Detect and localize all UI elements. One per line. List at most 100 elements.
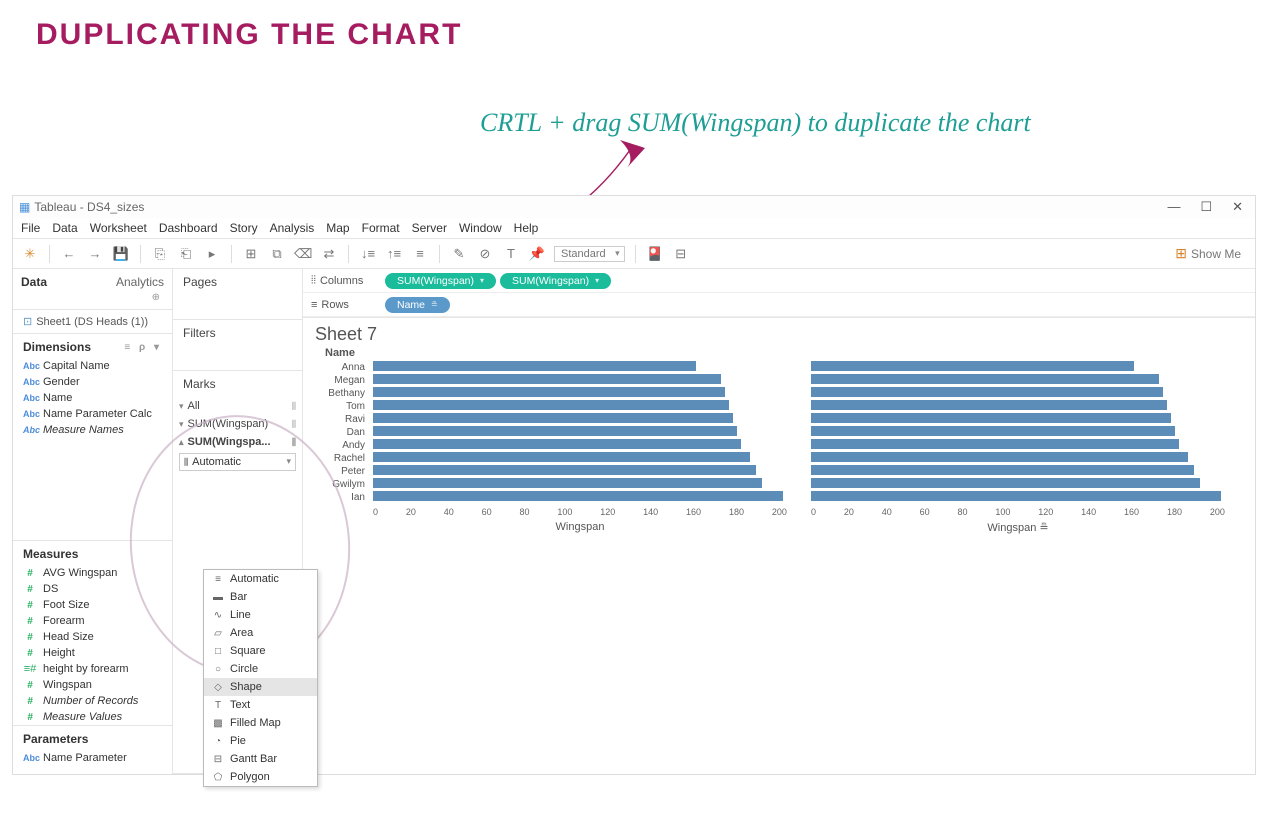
bar[interactable]: [373, 426, 737, 436]
bar[interactable]: [811, 465, 1194, 475]
bar[interactable]: [373, 452, 750, 462]
minimize-button[interactable]: —: [1167, 199, 1180, 215]
field-ds[interactable]: #DS: [13, 581, 172, 597]
marks-all[interactable]: ▾All⫼: [173, 397, 302, 415]
menu-map[interactable]: Map: [326, 221, 349, 235]
bar[interactable]: [811, 426, 1175, 436]
bar[interactable]: [811, 491, 1221, 501]
bar[interactable]: [811, 400, 1167, 410]
marktype-item-gantt-bar[interactable]: ⊟Gantt Bar: [204, 750, 317, 768]
bar[interactable]: [373, 400, 729, 410]
dimensions-tools-icon[interactable]: ≡ ρ ▾: [124, 342, 162, 353]
marktype-item-polygon[interactable]: ⬠Polygon: [204, 768, 317, 786]
marktype-item-bar[interactable]: ▬Bar: [204, 588, 317, 606]
bar[interactable]: [811, 478, 1200, 488]
marktype-item-shape[interactable]: ◇Shape: [204, 678, 317, 696]
marktype-item-circle[interactable]: ○Circle: [204, 660, 317, 678]
menu-server[interactable]: Server: [412, 221, 447, 235]
auto-update-icon[interactable]: ⎗: [177, 246, 195, 262]
maximize-button[interactable]: ☐: [1200, 199, 1212, 215]
marktype-item-square[interactable]: □Square: [204, 642, 317, 660]
field-measure-names[interactable]: AbcMeasure Names: [13, 422, 172, 438]
bar[interactable]: [373, 478, 762, 488]
field-height-by-forearm[interactable]: ≡#height by forearm: [13, 661, 172, 677]
bar[interactable]: [373, 361, 696, 371]
field-measure-values[interactable]: #Measure Values: [13, 709, 172, 725]
new-sheet-icon[interactable]: ⊞: [242, 246, 260, 262]
bar[interactable]: [373, 387, 725, 397]
marktype-item-area[interactable]: ▱Area: [204, 624, 317, 642]
chart-select-icon[interactable]: 🎴: [646, 246, 664, 262]
pin-icon[interactable]: 📌: [528, 246, 546, 262]
bar[interactable]: [373, 491, 783, 501]
duplicate-icon[interactable]: ⧉: [268, 246, 286, 262]
group-icon[interactable]: ⊘: [476, 246, 494, 262]
highlight-icon[interactable]: ✎: [450, 246, 468, 262]
presentation-icon[interactable]: ⊟: [672, 246, 690, 262]
save-icon[interactable]: 💾: [112, 246, 130, 262]
rows-pill-1[interactable]: Name≞: [385, 297, 450, 313]
close-button[interactable]: ✕: [1232, 199, 1243, 215]
marktype-item-filled-map[interactable]: ▩Filled Map: [204, 714, 317, 732]
field-foot-size[interactable]: #Foot Size: [13, 597, 172, 613]
marktype-item-line[interactable]: ∿Line: [204, 606, 317, 624]
field-forearm[interactable]: #Forearm: [13, 613, 172, 629]
datasource[interactable]: ⊡ Sheet1 (DS Heads (1)): [13, 310, 172, 333]
sort-asc-icon[interactable]: ↓≡: [359, 246, 377, 261]
marktype-item-text[interactable]: TText: [204, 696, 317, 714]
fit-dropdown[interactable]: Standard: [554, 246, 625, 262]
tableau-logo-icon[interactable]: ✳: [21, 246, 39, 262]
columns-shelf[interactable]: ⦙⦙Columns SUM(Wingspan)▾ SUM(Wingspan)▾: [303, 269, 1255, 293]
bar[interactable]: [811, 439, 1179, 449]
marktype-item-pie[interactable]: ◔Pie: [204, 732, 317, 750]
swap-icon[interactable]: ⇄: [320, 246, 338, 262]
analytics-tab[interactable]: Analytics ⊕: [93, 269, 173, 309]
menu-help[interactable]: Help: [514, 221, 539, 235]
undo-icon[interactable]: ←: [60, 246, 78, 261]
totals-icon[interactable]: ≡: [411, 246, 429, 261]
field-height[interactable]: #Height: [13, 645, 172, 661]
bar[interactable]: [811, 361, 1134, 371]
bar[interactable]: [811, 413, 1171, 423]
clear-icon[interactable]: ⌫: [294, 246, 312, 262]
bar[interactable]: [811, 452, 1188, 462]
bar[interactable]: [811, 387, 1163, 397]
showme-button[interactable]: ⊞ Show Me: [1169, 243, 1247, 264]
field-avg-wingspan[interactable]: #AVG Wingspan: [13, 565, 172, 581]
bar[interactable]: [373, 439, 741, 449]
redo-icon[interactable]: →: [86, 246, 104, 261]
menu-worksheet[interactable]: Worksheet: [90, 221, 147, 235]
menu-analysis[interactable]: Analysis: [270, 221, 315, 235]
marktype-item-automatic[interactable]: ≡Automatic: [204, 570, 317, 588]
menu-file[interactable]: File: [21, 221, 40, 235]
run-icon[interactable]: ▸: [203, 246, 221, 262]
new-datasource-icon[interactable]: ⎘: [151, 246, 169, 262]
filters-shelf[interactable]: [173, 346, 302, 370]
marks-sum1[interactable]: ▾SUM(Wingspan)⫼: [173, 415, 302, 433]
field-name[interactable]: AbcName: [13, 390, 172, 406]
menu-story[interactable]: Story: [230, 221, 258, 235]
sort-desc-icon[interactable]: ↑≡: [385, 246, 403, 261]
rows-shelf[interactable]: ≡Rows Name≞: [303, 293, 1255, 317]
menu-window[interactable]: Window: [459, 221, 502, 235]
menu-format[interactable]: Format: [362, 221, 400, 235]
columns-pill-1[interactable]: SUM(Wingspan)▾: [385, 273, 496, 289]
data-tab[interactable]: Data: [13, 269, 93, 309]
field-gender[interactable]: AbcGender: [13, 374, 172, 390]
field-head-size[interactable]: #Head Size: [13, 629, 172, 645]
bar[interactable]: [373, 374, 721, 384]
menu-data[interactable]: Data: [52, 221, 77, 235]
field-number-of-records[interactable]: #Number of Records: [13, 693, 172, 709]
marktype-dropdown[interactable]: ⫼Automatic: [179, 453, 296, 471]
sheet-title[interactable]: Sheet 7: [303, 318, 1255, 351]
field-capital-name[interactable]: AbcCapital Name: [13, 358, 172, 374]
bar[interactable]: [373, 413, 733, 423]
bar[interactable]: [373, 465, 756, 475]
columns-pill-2[interactable]: SUM(Wingspan)▾: [500, 273, 611, 289]
field-name-parameter-calc[interactable]: AbcName Parameter Calc: [13, 406, 172, 422]
marks-sum2[interactable]: ▴SUM(Wingspa...⫼: [173, 433, 302, 451]
pages-shelf[interactable]: [173, 295, 302, 319]
field-name-parameter[interactable]: AbcName Parameter: [13, 750, 172, 766]
field-wingspan[interactable]: #Wingspan: [13, 677, 172, 693]
label-icon[interactable]: T: [502, 246, 520, 261]
